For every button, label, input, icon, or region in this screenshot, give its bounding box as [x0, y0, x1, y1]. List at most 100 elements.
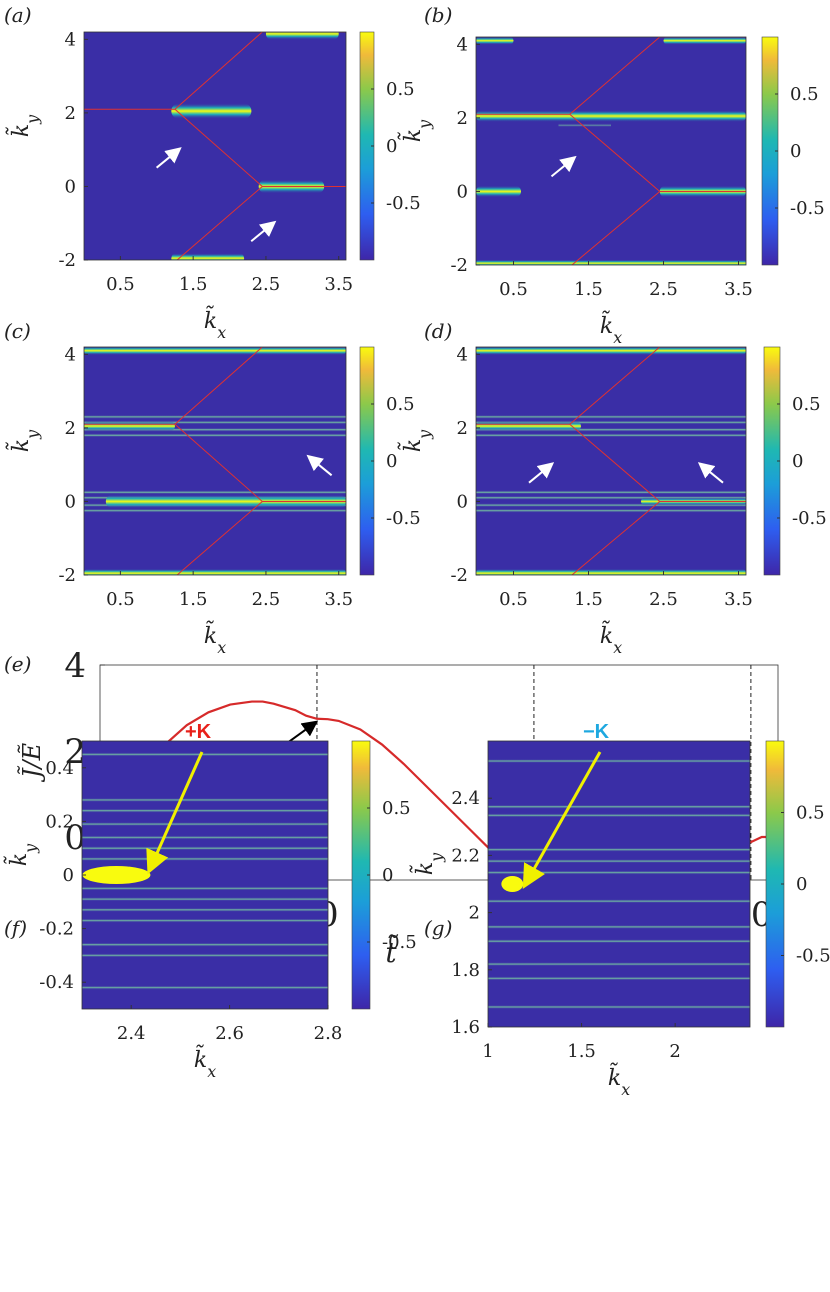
- colorbar-tick-label: 0: [386, 451, 397, 472]
- fringe: [82, 953, 328, 958]
- y-tick-label: 0: [63, 865, 74, 886]
- y-tick-label: 2: [64, 732, 86, 772]
- panel-g: (g) 1 1.5 2 2.4 2.2 2 1.8 1.6 k̃x k̃y 0.5 0 -0.5 −K: [408, 721, 830, 1099]
- y-axis-label: k̃y: [4, 429, 41, 452]
- y-tick-label: -2: [58, 565, 76, 586]
- y-tick-label: 4: [65, 344, 76, 365]
- band: [265, 32, 339, 40]
- y-tick-label: 2: [65, 418, 76, 439]
- y-tick-label: 4: [457, 344, 468, 365]
- band: [476, 421, 581, 432]
- heatmap-background: [84, 32, 346, 260]
- x-tick-label: 3.5: [324, 589, 353, 610]
- y-axis-label-text: k̃y: [4, 114, 41, 137]
- x-axis-label-text: k̃x: [608, 1061, 630, 1098]
- fringe: [476, 490, 746, 495]
- heatmap-background: [488, 741, 750, 1027]
- y-tick-label: 2: [457, 108, 468, 129]
- x-tick-label: 2.5: [252, 589, 281, 610]
- y-tick-label: 0: [65, 491, 76, 512]
- panel-label-b: (b): [424, 3, 452, 27]
- panel-label-c: (c): [4, 319, 31, 343]
- fringe: [82, 846, 328, 851]
- panel-a: (a) 0.5 1.5 2.5 3.5 -2 0 2 4 k̃x k̃y 0.5 0 -0.5: [4, 3, 421, 342]
- x-tick-label: 1.5: [574, 279, 603, 300]
- band: [476, 110, 746, 123]
- heatmap-content: [476, 347, 746, 575]
- band: [476, 37, 514, 45]
- y-tick-label: -2: [58, 250, 76, 271]
- y-tick-label: 1.8: [451, 960, 480, 981]
- fringe: [488, 759, 750, 764]
- y-axis-label-text: k̃y: [408, 852, 445, 875]
- x-tick-label: 1.5: [567, 1041, 596, 1062]
- colorbar: 0.5 0 -0.5: [359, 346, 421, 576]
- zone-boundary-line: [571, 501, 661, 575]
- band: [476, 259, 746, 265]
- x-tick-label: 3.5: [324, 274, 353, 295]
- panel-b: (b) 0.5 1.5 2.5 3.5 -2 0 2 4 k̃x k̃y 0.5 0 -0.5: [396, 3, 824, 347]
- fringe: [558, 123, 611, 128]
- fringe: [488, 962, 750, 967]
- axes-frame: [83, 346, 347, 576]
- x-tick-label: 1.5: [574, 589, 603, 610]
- fringe: [84, 414, 346, 419]
- y-tick-label: -0.2: [39, 919, 74, 940]
- band: [476, 185, 521, 198]
- colorbar-tick-label: 0.5: [792, 394, 821, 415]
- x-axis-label-text: k̃x: [204, 304, 226, 341]
- x-tick-label: 0.5: [499, 279, 528, 300]
- heatmap-background: [84, 347, 346, 575]
- panel-label-a: (a): [4, 3, 32, 27]
- colorbar: 0.5 0 -0.5: [359, 31, 421, 261]
- minus-k-label: −K: [583, 721, 610, 743]
- heatmap-content: [84, 32, 346, 260]
- fringe: [82, 942, 328, 947]
- colorbar-tick-label: 0.5: [796, 803, 825, 824]
- colorbar-tick-label: 0: [382, 865, 393, 886]
- colorbar-tick-label: 0.5: [790, 84, 819, 105]
- y-tick-label: -0.4: [39, 972, 74, 993]
- y-tick-label: 0: [457, 491, 468, 512]
- y-tick-label: 4: [64, 646, 86, 686]
- x-tick-label: 2.6: [215, 1023, 244, 1044]
- heatmap-background: [476, 347, 746, 575]
- y-tick-label: 2.4: [451, 788, 480, 809]
- y-tick-label: -2: [450, 565, 468, 586]
- zone-boundary-line: [571, 191, 661, 265]
- y-axis-label: k̃y: [396, 119, 433, 142]
- x-tick-label: 2.5: [649, 589, 678, 610]
- band: [84, 568, 346, 575]
- fringe: [82, 918, 328, 923]
- fringe: [82, 856, 328, 861]
- colorbar-tick-label: 0.5: [386, 394, 415, 415]
- panel-d: (d) 0.5 1.5 2.5 3.5 -2 0 2 4 k̃x k̃y 0.5 0 -0.5: [396, 319, 826, 657]
- band: [476, 568, 746, 575]
- colorbar-tick-label: -0.5: [790, 198, 825, 219]
- panel-label-e: (e): [4, 652, 31, 676]
- colorbar: 0.5 0 -0.5: [351, 740, 417, 1010]
- fringe: [488, 847, 750, 852]
- colorbar: 0.5 0 -0.5: [765, 740, 830, 1028]
- fringe: [82, 797, 328, 802]
- x-axis-label: k̃x: [204, 619, 226, 656]
- y-tick-label: 2.2: [451, 845, 480, 866]
- plus-k-label: +K: [185, 721, 212, 743]
- colorbar: 0.5 0 -0.5: [761, 36, 825, 266]
- band: [84, 347, 346, 356]
- y-axis-label-text: k̃y: [2, 843, 39, 866]
- x-tick-label: 2.8: [314, 1023, 343, 1044]
- x-tick-label: 2.4: [117, 1023, 146, 1044]
- heatmap-content: [476, 37, 746, 265]
- fringe: [82, 886, 328, 891]
- x-tick-label: 0.5: [106, 274, 135, 295]
- fringe: [476, 414, 746, 419]
- heatmap-content: [488, 759, 750, 1009]
- indicator-arrow: [528, 462, 555, 484]
- colorbar-tick-label: -0.5: [796, 946, 830, 967]
- zone-boundary-line: [176, 501, 263, 575]
- fringe: [82, 808, 328, 813]
- y-tick-label: 4: [65, 29, 76, 50]
- y-axis-label: J̃/Ẽ: [17, 742, 46, 783]
